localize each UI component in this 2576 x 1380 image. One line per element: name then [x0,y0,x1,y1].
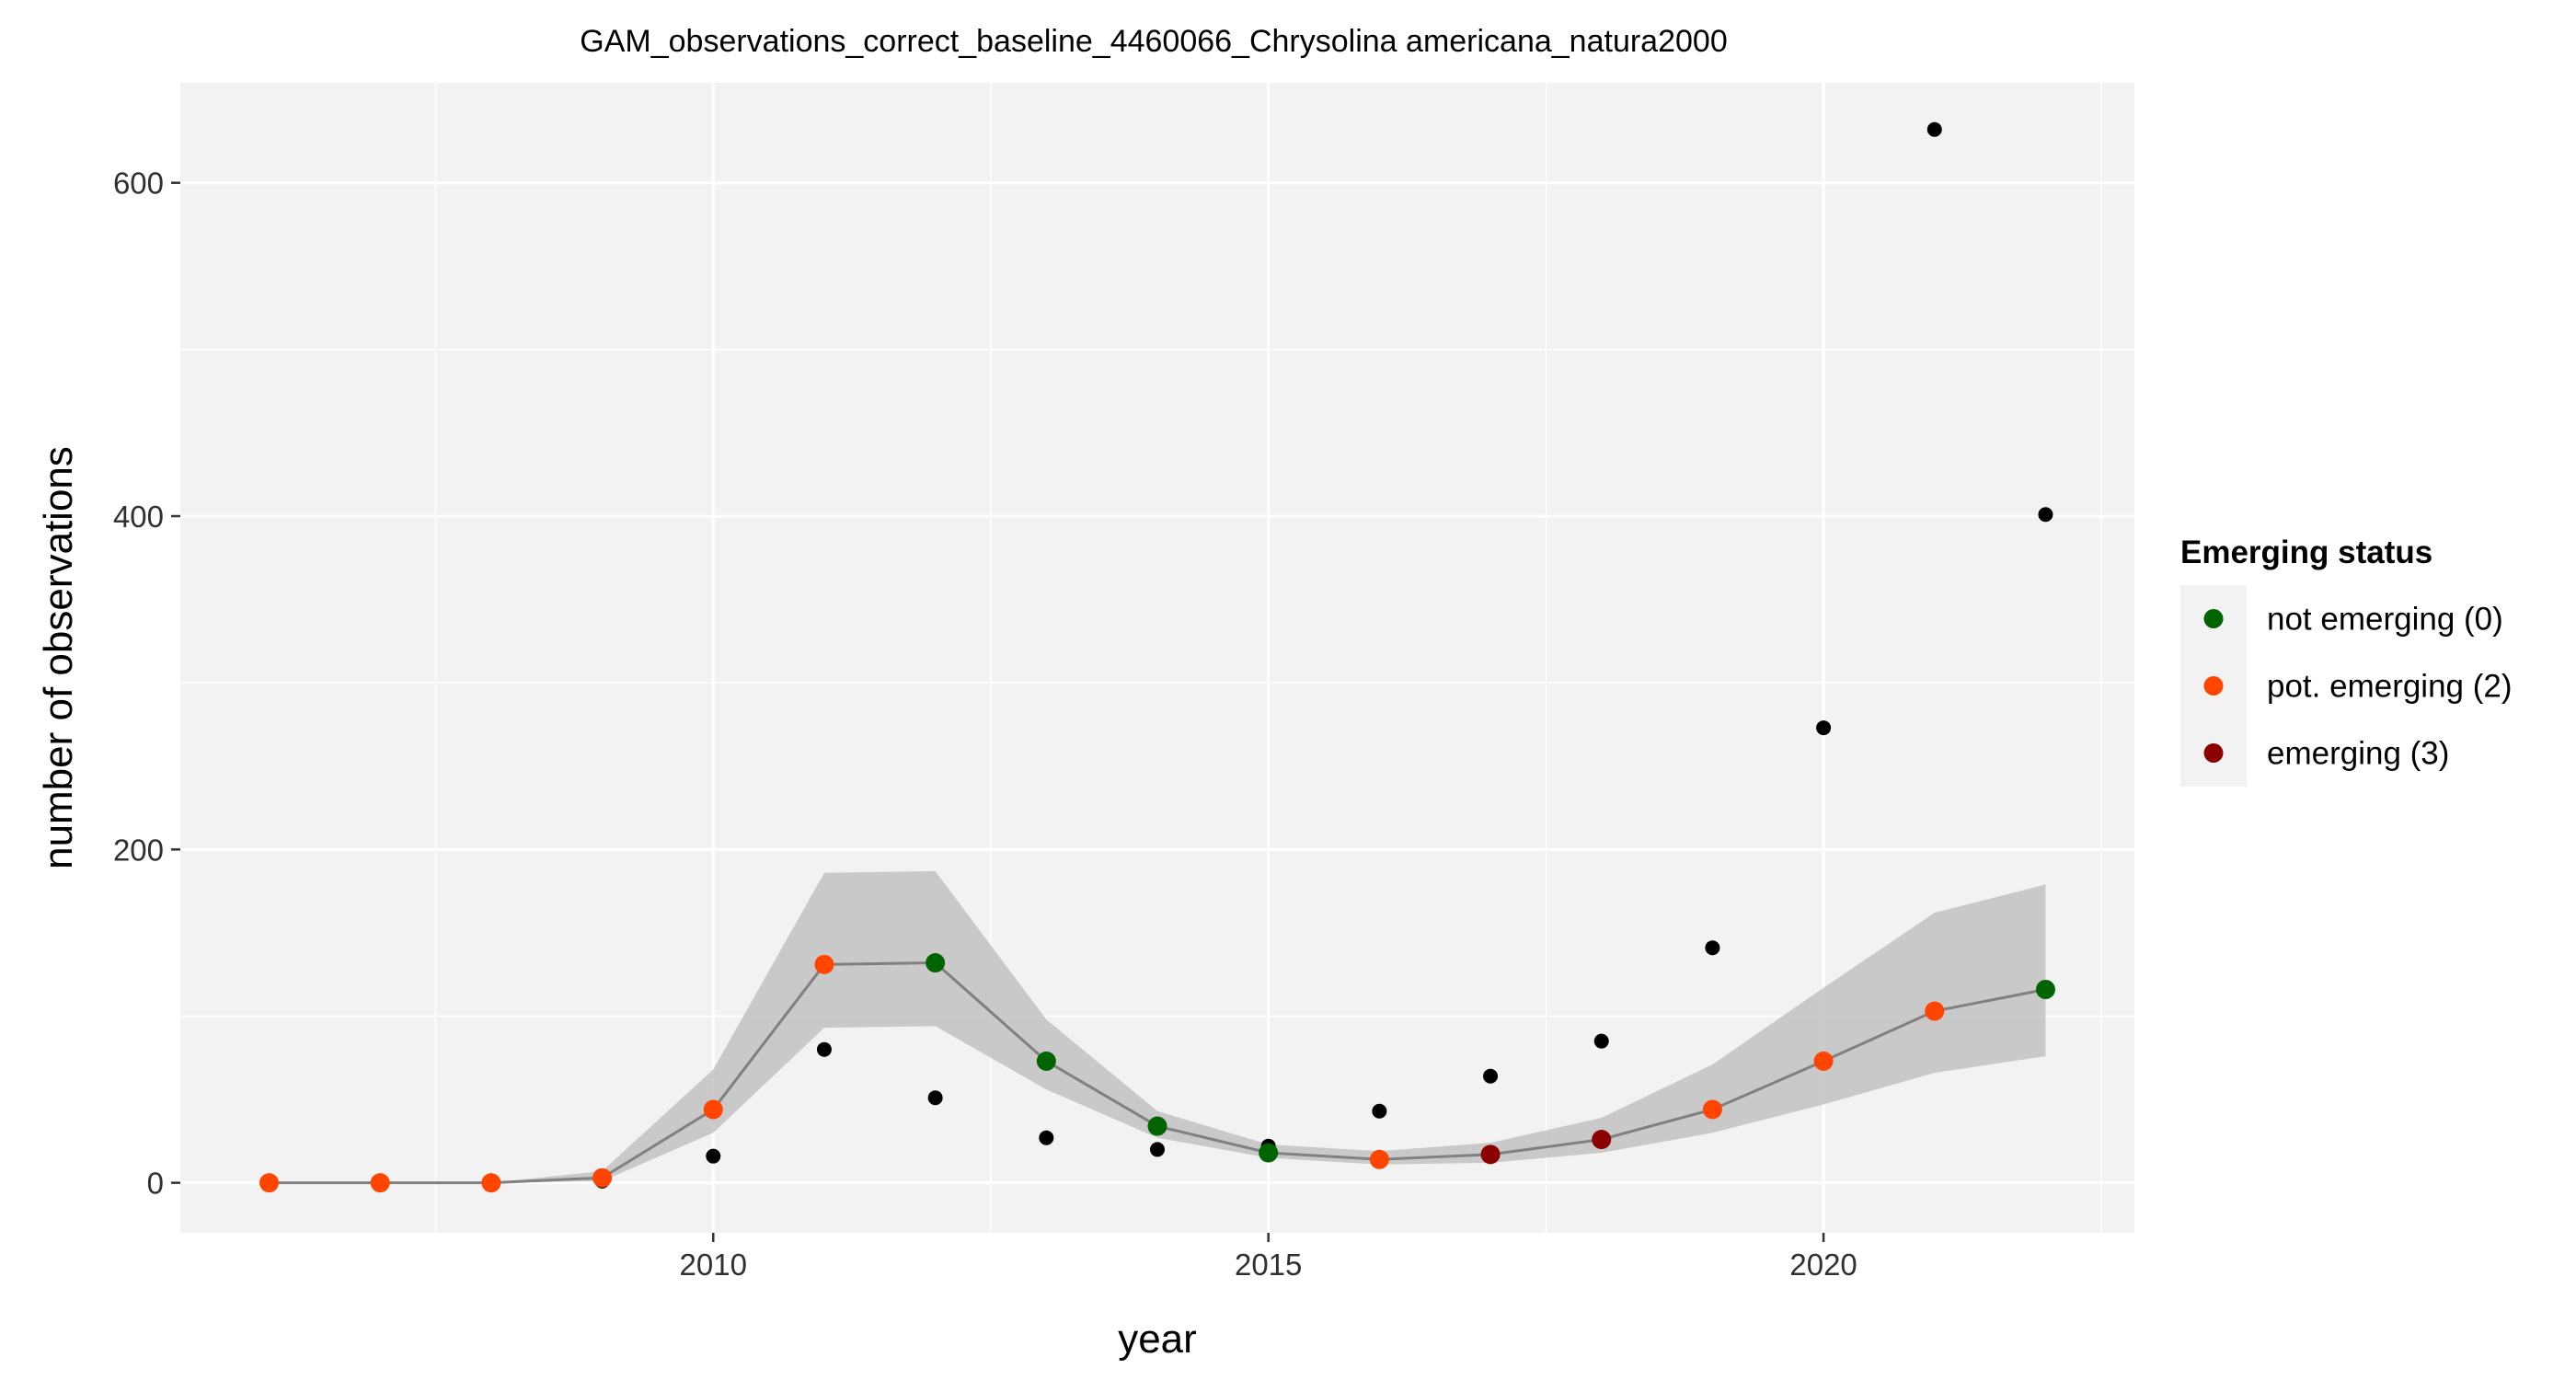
fitted-point [1925,1001,1945,1021]
fitted-point [1813,1051,1834,1071]
fitted-point [926,953,946,973]
y-tick-label: 200 [113,833,164,867]
legend-label: emerging (3) [2267,736,2449,772]
fitted-point [1259,1143,1279,1163]
observed-point [1150,1142,1165,1157]
fitted-point [1592,1130,1612,1150]
fitted-point [703,1099,723,1120]
observed-point [816,1041,832,1057]
observed-point [1705,940,1720,956]
x-tick-label: 2010 [680,1248,747,1282]
fitted-point [592,1167,613,1188]
observed-point [1372,1103,1387,1119]
fitted-point [1480,1144,1501,1165]
observed-point [1039,1130,1054,1145]
y-tick-label: 400 [113,500,164,534]
y-tick-label: 0 [147,1167,164,1201]
observed-point [1483,1068,1499,1084]
fitted-point [1369,1149,1389,1169]
fitted-point [481,1173,501,1193]
observed-point [1816,720,1832,736]
observed-point [2038,507,2053,523]
fitted-point [1036,1051,1056,1071]
legend-label: pot. emerging (2) [2267,669,2513,705]
legend-label: not emerging (0) [2267,602,2503,638]
fitted-point [2035,980,2055,1000]
fitted-point [1702,1099,1722,1120]
legend-title: Emerging status [2180,535,2432,570]
observed-point [1593,1033,1609,1049]
y-axis-title: number of observations [36,446,81,869]
observed-point [927,1090,943,1106]
fitted-point [1147,1116,1167,1136]
fitted-point [370,1173,390,1193]
legend-swatch [2203,676,2224,696]
x-tick-label: 2020 [1789,1248,1857,1282]
y-tick-label: 600 [113,167,164,201]
chart-title: GAM_observations_correct_baseline_446006… [580,24,1727,59]
x-tick-label: 2015 [1235,1248,1302,1282]
observed-point [706,1148,721,1164]
legend-swatch [2203,609,2224,628]
axes: 0 200 400 600 2010 2015 2020 [113,167,1857,1282]
observed-point [1926,121,1942,137]
legend: Emerging status not emerging (0) pot. eme… [2180,535,2513,787]
fitted-point [259,1173,280,1193]
fitted-point [814,954,834,974]
legend-swatch [2203,743,2224,763]
x-axis-title: year [1118,1317,1197,1362]
data-points [259,121,2055,1193]
